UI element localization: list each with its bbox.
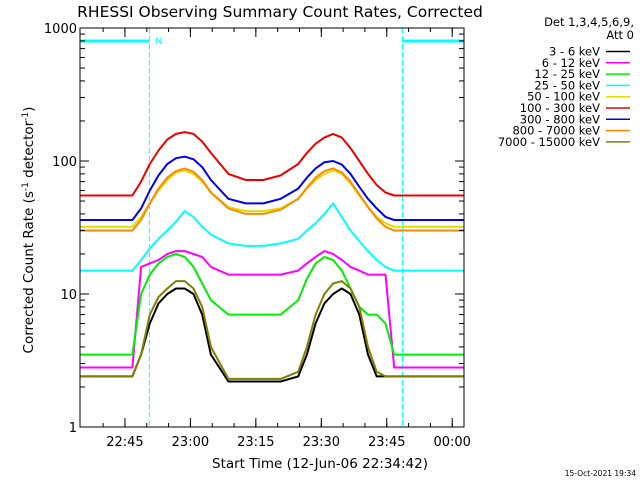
x-tick-label: 23:30: [303, 435, 340, 450]
x-tick-label: 00:00: [433, 435, 470, 450]
y-label-superscript: -1: [21, 182, 31, 191]
legend-header-line: Att 0: [606, 28, 634, 42]
y-label-part: Corrected Count Rate (s: [21, 191, 37, 353]
y-axis: 1 10 100 1000: [44, 22, 464, 436]
y-label-part: detector: [21, 120, 37, 182]
y-label-part: ): [21, 107, 37, 112]
series-line: [80, 253, 464, 356]
series-layer: [80, 131, 464, 383]
y-axis-label: Corrected Count Rate (s-1 detector-1): [21, 107, 37, 354]
x-tick-label: 23:45: [368, 435, 405, 450]
legend-entry-label: 300 - 800 keV: [520, 112, 600, 126]
legend-entry-label: 25 - 50 keV: [534, 78, 600, 92]
legend-entry-label: 12 - 25 keV: [534, 67, 600, 81]
legend-entry-label: 100 - 300 keV: [520, 101, 600, 115]
series-line: [80, 202, 464, 272]
night-label: N: [155, 37, 162, 47]
legend-entry-label: 50 - 100 keV: [527, 90, 600, 104]
y-tick-label: 1000: [44, 22, 77, 37]
series-line: [80, 167, 464, 232]
x-tick-label: 22:45: [106, 435, 143, 450]
y-tick-label: 10: [60, 288, 77, 303]
legend-entry-label: 7000 - 15000 keV: [498, 135, 600, 149]
x-tick-label: 23:15: [237, 435, 274, 450]
series-line: [80, 169, 464, 228]
series-line: [80, 250, 464, 369]
plot-frame: [79, 27, 465, 428]
x-tick-label: 23:00: [172, 435, 209, 450]
series-line: [80, 131, 464, 197]
footer-timestamp: 15-Oct-2021 19:34: [565, 469, 636, 478]
series-line: [80, 287, 464, 383]
x-axis: 22:45 23:00 23:15 23:30 23:45 00:00: [102, 28, 471, 450]
legend-header-line: Det 1,3,4,5,6,9,: [544, 15, 634, 29]
series-line: [80, 155, 464, 221]
legend-entry-label: 3 - 6 keV: [549, 45, 600, 59]
y-label-superscript: -1: [21, 112, 31, 121]
legend-entry-label: 6 - 12 keV: [542, 56, 600, 70]
legend-entry-label: 800 - 7000 keV: [512, 124, 600, 138]
x-axis-label: Start Time (12-Jun-06 22:34:42): [212, 456, 428, 472]
chart-title: RHESSI Observing Summary Count Rates, Co…: [77, 3, 483, 21]
series-line: [80, 280, 464, 380]
y-tick-label: 1: [69, 421, 77, 436]
y-tick-label: 100: [52, 155, 77, 170]
